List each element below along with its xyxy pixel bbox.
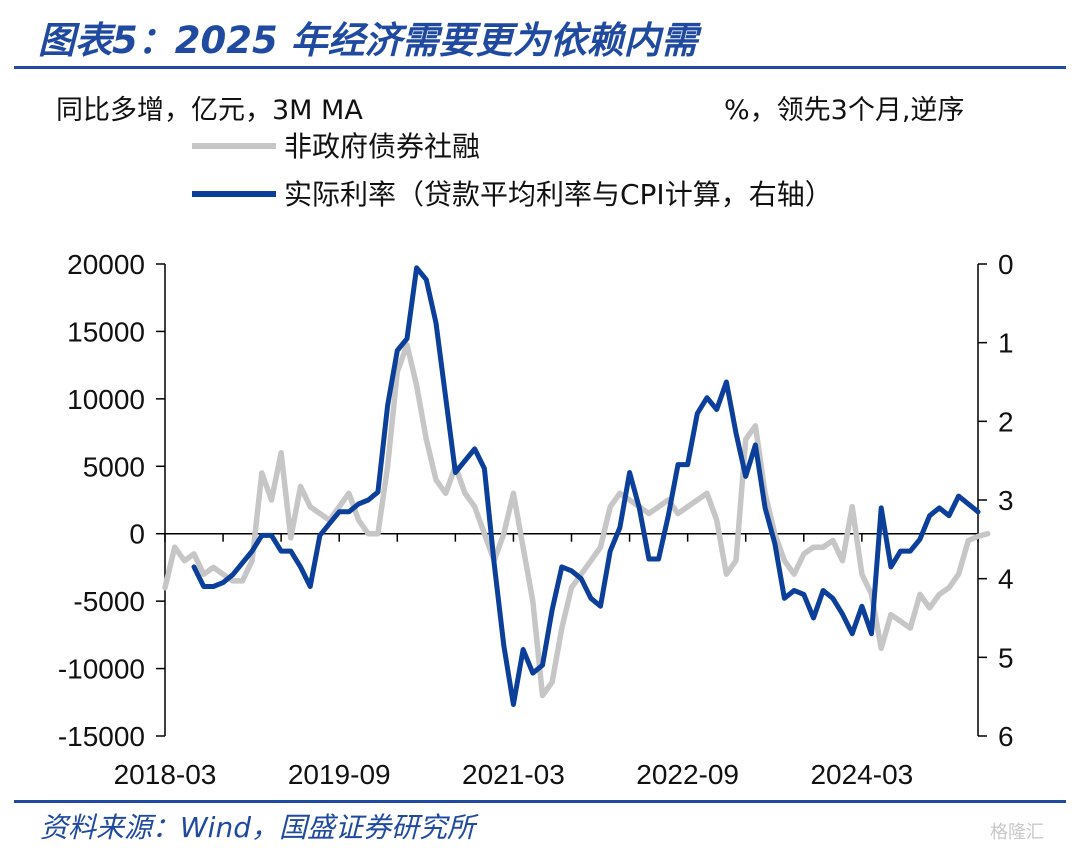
x-tick-label: 2022-09 <box>636 759 739 790</box>
right-tick-label: 3 <box>998 485 1014 516</box>
right-tick-label: 6 <box>998 721 1014 752</box>
right-tick-label: 2 <box>998 406 1014 437</box>
right-tick-label: 0 <box>998 249 1014 280</box>
watermark-logo: 格隆汇 <box>990 822 1044 843</box>
source-note: 资料来源：Wind，国盛证券研究所 <box>40 811 475 844</box>
right-tick-label: 1 <box>998 328 1014 359</box>
left-tick-label: 10000 <box>67 384 145 415</box>
series-layer <box>162 265 991 707</box>
x-tick-label: 2018-03 <box>114 759 217 790</box>
left-tick-label: -10000 <box>58 654 145 685</box>
legend-label: 实际利率（贷款平均利率与CPI计算，右轴） <box>284 178 833 211</box>
left-tick-label: 5000 <box>83 451 145 482</box>
series-line-real-rate <box>191 265 981 707</box>
legend-label: 非政府债券社融 <box>284 130 480 163</box>
left-tick-label: 15000 <box>67 316 145 347</box>
left-axis-note: 同比多增，亿元，3M MA <box>56 95 363 126</box>
x-tick-label: 2021-03 <box>462 759 565 790</box>
axes: 20000 15000 10000 5000 0 -5000 -10000 -15000 0 1 2… <box>58 249 1014 790</box>
left-tick-label: -15000 <box>58 721 145 752</box>
right-axis-note: %，领先3个月,逆序 <box>724 95 965 126</box>
title-rule <box>14 66 1066 69</box>
right-tick-label: 5 <box>998 642 1014 673</box>
series-line-social-financing <box>162 342 991 699</box>
x-tick-label: 2024-03 <box>810 759 913 790</box>
left-tick-label: -5000 <box>73 586 145 617</box>
chart-title: 图表5：2025 年经济需要更为依赖内需 <box>38 19 698 62</box>
x-tick-label: 2019-09 <box>288 759 391 790</box>
footer-rule <box>14 800 1066 803</box>
left-tick-label: 0 <box>129 519 145 550</box>
right-tick-label: 4 <box>998 564 1014 595</box>
left-tick-label: 20000 <box>67 249 145 280</box>
